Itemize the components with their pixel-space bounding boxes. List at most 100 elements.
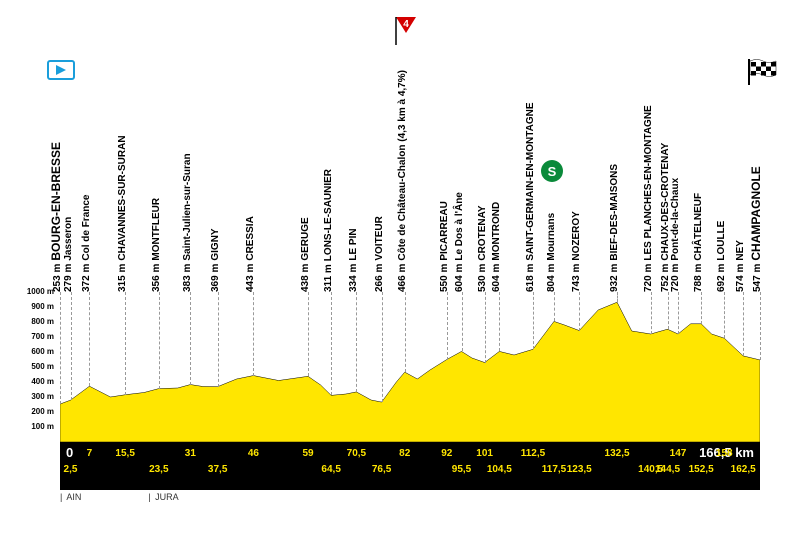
waypoint-label: 604 mLe Dos à l'Âne — [454, 192, 465, 292]
finish-label: 547 mCHAMPAGNOLE — [749, 166, 763, 292]
waypoint-label: 720 mPont-de-la-Chaux — [670, 178, 681, 292]
waypoint-label: 443 mCRESSIA — [245, 216, 256, 292]
y-tick: 800 m — [20, 317, 54, 326]
waypoint-line — [60, 292, 61, 404]
waypoint-label: 315 mCHAVANNES-SUR-SURAN — [117, 135, 128, 292]
waypoint-line — [533, 292, 534, 349]
chart-area: 100 m 200 m 300 m 400 m 500 m 600 m 700 m 800 m… — [20, 30, 780, 490]
region-labels: AIN JURA — [60, 492, 760, 508]
y-tick: 300 m — [20, 392, 54, 401]
waypoint-line — [485, 292, 486, 363]
x-tick: 64,5 — [321, 464, 340, 475]
waypoint-label: 720 mLES PLANCHES-EN-MONTAGNE — [643, 105, 654, 292]
waypoint-line — [253, 292, 254, 376]
waypoint-label: 334 mLE PIN — [348, 228, 359, 292]
stage-profile: 100 m 200 m 300 m 400 m 500 m 600 m 700 m 800 m… — [0, 0, 800, 533]
x-tick: 2,5 — [64, 464, 78, 475]
region-label: AIN — [60, 492, 81, 502]
waypoint-label: 279 mJasseron — [63, 217, 74, 292]
x-tick: 152,5 — [689, 464, 714, 475]
x-tick: 147 — [670, 448, 687, 459]
x-tick: 31 — [185, 448, 196, 459]
x-tick: 46 — [248, 448, 259, 459]
waypoint-line — [743, 292, 744, 356]
y-tick: 600 m — [20, 347, 54, 356]
x-tick: 158 — [716, 448, 733, 459]
x-tick: 123,5 — [567, 464, 592, 475]
waypoint-line — [579, 292, 580, 331]
y-tick: 700 m — [20, 332, 54, 341]
waypoint-label: 438 mGERUGE — [300, 217, 311, 292]
y-tick: 900 m — [20, 302, 54, 311]
waypoint-line — [462, 292, 463, 351]
svg-text:4: 4 — [403, 19, 409, 30]
waypoint-label: 788 mCHÂTELNEUF — [693, 193, 704, 292]
y-tick: 100 m — [20, 422, 54, 431]
waypoint-label: 369 mGIGNY — [210, 228, 221, 292]
waypoint-label: 550 mPICARREAU — [439, 201, 450, 292]
waypoint-label: 932 mBIEF-DES-MAISONS — [609, 164, 620, 292]
kom-marker: 4 — [392, 15, 420, 52]
waypoint-line — [554, 292, 555, 321]
waypoint-line — [218, 292, 219, 387]
sprint-flag-icon: S — [541, 160, 563, 182]
waypoint-label: 266 mVOITEUR — [374, 216, 385, 292]
x-tick: 37,5 — [208, 464, 227, 475]
start-flag-icon — [47, 60, 75, 80]
x-tick: 162,5 — [731, 464, 756, 475]
elevation-plot — [60, 292, 760, 442]
waypoint-line — [760, 292, 761, 360]
waypoint-label: 743 mNOZEROY — [571, 211, 582, 292]
sprint-marker: S — [541, 160, 563, 182]
waypoint-line — [190, 292, 191, 385]
finish-marker — [747, 59, 777, 90]
waypoint-line — [159, 292, 160, 389]
y-tick: 400 m — [20, 377, 54, 386]
x-axis: 0 166,5 km 715,531465970,58292101112,513… — [60, 442, 760, 490]
waypoint-label: 618 mSAINT-GERMAIN-EN-MONTAGNE — [525, 103, 536, 293]
x-tick: 101 — [476, 448, 493, 459]
waypoint-line — [447, 292, 448, 360]
x-tick: 82 — [399, 448, 410, 459]
waypoint-line — [71, 292, 72, 400]
x-tick: 59 — [302, 448, 313, 459]
waypoint-label: 372 mCol de France — [81, 195, 92, 293]
waypoint-label: 356 mMONTFLEUR — [151, 198, 162, 292]
waypoint-line — [499, 292, 500, 351]
waypoint-label: 311 mLONS-LE-SAUNIER — [323, 169, 334, 292]
waypoint-line — [405, 292, 406, 372]
x-tick: 95,5 — [452, 464, 471, 475]
waypoint-label: 383 mSaint-Julien-sur-Suran — [182, 153, 193, 292]
x-tick: 7 — [87, 448, 93, 459]
waypoint-line — [724, 292, 725, 338]
x-tick: 23,5 — [149, 464, 168, 475]
waypoint-line — [651, 292, 652, 334]
x-tick: 92 — [441, 448, 452, 459]
waypoint-label: 692 mLOULLE — [716, 221, 727, 292]
waypoint-label: 604 mMONTROND — [491, 202, 502, 292]
waypoint-line — [331, 292, 332, 395]
kom-flag-icon: 4 — [392, 15, 420, 47]
start-marker — [47, 60, 75, 80]
x-tick: 132,5 — [605, 448, 630, 459]
x-tick: 15,5 — [115, 448, 134, 459]
waypoint-label: 804 mMournans — [546, 213, 557, 292]
waypoint-line — [356, 292, 357, 392]
y-axis: 100 m 200 m 300 m 400 m 500 m 600 m 700 m 800 m… — [20, 292, 58, 442]
waypoint-line — [382, 292, 383, 402]
waypoint-label: 752 mCHAUX-DES-CROTENAY — [660, 143, 671, 292]
waypoint-line — [125, 292, 126, 395]
x-zero: 0 — [66, 445, 73, 460]
waypoint-line — [668, 292, 669, 329]
elevation-svg — [60, 292, 760, 442]
y-tick: 500 m — [20, 362, 54, 371]
waypoint-label: 574 mNEY — [735, 240, 746, 292]
waypoint-line — [678, 292, 679, 334]
x-tick: 70,5 — [347, 448, 366, 459]
waypoint-label: 530 mCROTENAY — [477, 205, 488, 292]
finish-flag-icon — [747, 59, 777, 85]
region-label: JURA — [148, 492, 178, 502]
waypoint-line — [308, 292, 309, 376]
waypoint-line — [617, 292, 618, 302]
y-tick: 200 m — [20, 407, 54, 416]
